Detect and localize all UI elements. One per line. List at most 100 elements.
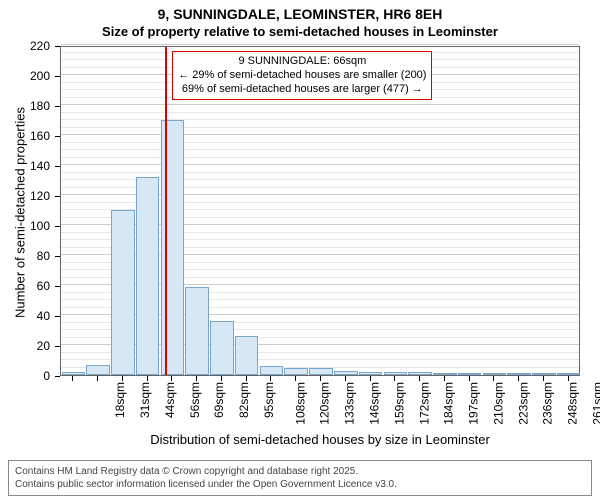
histogram-bar	[210, 321, 234, 375]
annotation-line-2: ← 29% of semi-detached houses are smalle…	[178, 69, 426, 83]
y-tick-label: 140	[0, 159, 50, 173]
x-tick-label: 236sqm	[541, 382, 555, 425]
x-tick-label: 184sqm	[442, 382, 456, 425]
x-tick-label: 197sqm	[467, 382, 481, 425]
plot-area: 9 SUNNINGDALE: 66sqm← 29% of semi-detach…	[60, 46, 580, 376]
x-tick-label: 82sqm	[237, 382, 251, 418]
histogram-bar	[284, 368, 308, 376]
histogram-bar	[359, 372, 383, 375]
x-tick-mark	[444, 376, 445, 381]
histogram-bar	[111, 210, 135, 375]
annotation-box: 9 SUNNINGDALE: 66sqm← 29% of semi-detach…	[172, 51, 432, 100]
x-tick-label: 69sqm	[212, 382, 226, 418]
y-tick-mark	[55, 316, 60, 317]
y-tick-label: 80	[0, 249, 50, 263]
gridline-major	[61, 134, 579, 135]
histogram-bar	[136, 177, 160, 375]
y-tick-mark	[55, 346, 60, 347]
x-tick-label: 120sqm	[318, 382, 332, 425]
x-tick-label: 146sqm	[368, 382, 382, 425]
y-tick-mark	[55, 376, 60, 377]
y-tick-label: 100	[0, 219, 50, 233]
histogram-bar	[532, 373, 556, 375]
y-tick-label: 160	[0, 129, 50, 143]
chart-title: 9, SUNNINGDALE, LEOMINSTER, HR6 8EH	[0, 6, 600, 22]
histogram-bar	[433, 373, 457, 375]
histogram-bar	[384, 372, 408, 375]
property-marker-line	[165, 47, 167, 375]
x-tick-mark	[394, 376, 395, 381]
x-tick-mark	[518, 376, 519, 381]
histogram-bar	[161, 120, 185, 375]
x-tick-label: 108sqm	[293, 382, 307, 425]
x-axis-label: Distribution of semi-detached houses by …	[60, 432, 580, 447]
histogram-bar	[557, 373, 581, 375]
y-tick-mark	[55, 46, 60, 47]
gridline-minor	[61, 157, 579, 158]
y-tick-label: 220	[0, 39, 50, 53]
x-tick-label: 44sqm	[163, 382, 177, 418]
gridline-major	[61, 104, 579, 105]
footer-line-2: Contains public sector information licen…	[15, 478, 585, 491]
x-tick-label: 31sqm	[138, 382, 152, 418]
chart-subtitle: Size of property relative to semi-detach…	[0, 24, 600, 39]
histogram-bar	[334, 371, 358, 376]
footer-line-1: Contains HM Land Registry data © Crown c…	[15, 465, 585, 478]
annotation-line-1: 9 SUNNINGDALE: 66sqm	[178, 55, 426, 69]
x-tick-mark	[72, 376, 73, 381]
y-tick-label: 20	[0, 339, 50, 353]
x-tick-mark	[370, 376, 371, 381]
histogram-bar	[309, 368, 333, 376]
histogram-bar	[62, 372, 86, 375]
histogram-bar	[235, 336, 259, 375]
y-tick-mark	[55, 196, 60, 197]
x-tick-mark	[221, 376, 222, 381]
x-tick-label: 261sqm	[591, 382, 600, 425]
y-tick-label: 40	[0, 309, 50, 323]
y-tick-label: 180	[0, 99, 50, 113]
x-tick-mark	[345, 376, 346, 381]
gridline-minor	[61, 149, 579, 150]
gridline-major	[61, 164, 579, 165]
histogram-bar	[86, 365, 110, 376]
y-tick-label: 0	[0, 369, 50, 383]
y-tick-mark	[55, 256, 60, 257]
x-tick-mark	[419, 376, 420, 381]
x-tick-mark	[469, 376, 470, 381]
histogram-bar	[458, 373, 482, 375]
x-tick-mark	[270, 376, 271, 381]
x-tick-label: 210sqm	[492, 382, 506, 425]
y-tick-label: 120	[0, 189, 50, 203]
x-tick-label: 159sqm	[392, 382, 406, 425]
x-tick-label: 223sqm	[516, 382, 530, 425]
histogram-bar	[185, 287, 209, 376]
x-tick-mark	[171, 376, 172, 381]
x-tick-label: 248sqm	[566, 382, 580, 425]
y-tick-mark	[55, 76, 60, 77]
gridline-major	[61, 44, 579, 45]
x-tick-label: 95sqm	[262, 382, 276, 418]
x-tick-mark	[147, 376, 148, 381]
y-tick-mark	[55, 226, 60, 227]
x-tick-label: 56sqm	[188, 382, 202, 418]
x-tick-label: 18sqm	[113, 382, 127, 418]
histogram-bar	[507, 373, 531, 375]
chart-container: 9, SUNNINGDALE, LEOMINSTER, HR6 8EH Size…	[0, 0, 600, 500]
gridline-minor	[61, 172, 579, 173]
gridline-minor	[61, 119, 579, 120]
x-tick-mark	[97, 376, 98, 381]
y-tick-mark	[55, 286, 60, 287]
histogram-bar	[260, 366, 284, 375]
y-tick-mark	[55, 136, 60, 137]
x-tick-mark	[122, 376, 123, 381]
x-tick-mark	[493, 376, 494, 381]
x-tick-mark	[246, 376, 247, 381]
gridline-minor	[61, 112, 579, 113]
histogram-bar	[483, 373, 507, 375]
y-tick-label: 60	[0, 279, 50, 293]
x-tick-mark	[295, 376, 296, 381]
x-tick-label: 133sqm	[343, 382, 357, 425]
gridline-minor	[61, 127, 579, 128]
y-tick-mark	[55, 166, 60, 167]
histogram-bar	[408, 372, 432, 375]
